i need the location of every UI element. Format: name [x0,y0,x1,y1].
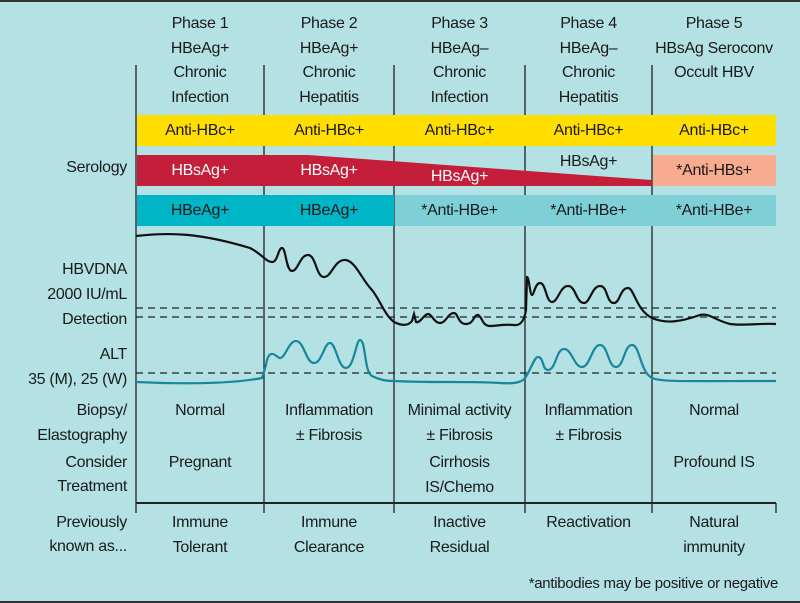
hbeag-label: HBeAg+ [170,202,230,219]
phase-1-previous-name: Immune Tolerant [136,511,264,560]
alt-curve [135,338,777,385]
phase-title: Phase 3 [431,15,488,32]
treatment-value: Pregnant [168,454,232,471]
anti-hbc-label: Anti-HBc+ [294,122,364,139]
phase-dividers [135,65,777,513]
alt-threshold-label: 35 (M), 25 (W) [28,371,127,388]
phase-title: Phase 1 [171,15,229,32]
treatment-label: Consider [65,454,127,471]
phase-3-previous-name: Inactive Residual [394,511,525,560]
previous-name: Reactivation [546,514,631,531]
previous-name: Natural [689,514,739,531]
phase-1-details: Normal Pregnant [136,399,264,476]
phase-title: Phase 5 [685,15,743,32]
hbsag-bar [137,155,652,186]
dna-threshold-label: 2000 IU/mL [47,286,127,303]
anti-hbe-label: *Anti-HBe+ [421,202,498,219]
treatment-value: Profound IS [673,454,755,471]
anti-hbe-bar [395,195,776,226]
phase-4-details: Inflammation ± Fibrosis [525,399,652,448]
hbeag-bar [137,195,394,226]
previous-name: immunity [683,538,745,556]
phase-subtitle: Occult HBV [674,64,754,81]
treatment-value: IS/Chemo [425,478,494,496]
previous-name: Clearance [293,538,365,556]
anti-hbc-label: Anti-HBc+ [165,122,235,139]
previous-name: Immune [172,514,228,531]
detection-label: Detection [62,311,127,328]
previous-name: Residual [429,538,490,556]
phase-subtitle: Hepatitis [558,88,619,106]
hbsag-label: HBsAg+ [430,168,489,185]
phase-subtitle: Chronic [173,64,227,81]
previously-label: known as... [49,538,127,555]
phase-2-details: Inflammation ± Fibrosis [264,399,394,448]
phase-subtitle: HBeAg– [559,39,618,57]
anti-hbc-label: Anti-HBc+ [424,122,495,139]
phase-4-previous-name: Reactivation [525,511,652,536]
serology-label: Serology [66,159,127,176]
anti-hbc-bar [137,115,776,146]
anti-hbe-label: *Anti-HBe+ [550,202,627,219]
biopsy-value: Normal [689,402,739,419]
previously-label: Previously [56,514,127,531]
phase-title: Phase 2 [300,15,358,32]
biopsy-value: ± Fibrosis [555,426,622,444]
hbsag-label: HBsAg+ [300,162,358,179]
biopsy-value [652,424,776,449]
phase-subtitle: Infection [171,88,229,106]
previous-name: Inactive [433,514,486,531]
anti-hbc-label: Anti-HBc+ [553,122,624,139]
anti-hbe-label: *Anti-HBe+ [675,202,753,219]
phase-subtitle: HBeAg+ [299,39,359,57]
biopsy-value: ± Fibrosis [426,426,493,444]
biopsy-value: Inflammation [285,402,373,419]
phase-4-header: Phase 4 HBeAg– Chronic Hepatitis [525,12,652,110]
biopsy-label: Elastography [37,427,127,444]
anti-hbs-label: *Anti-HBs+ [676,162,752,179]
hbvdna-label: HBVDNA [62,261,127,278]
phase-3-header: Phase 3 HBeAg– Chronic Infection [394,12,525,110]
previous-name: Tolerant [172,538,228,556]
phase-subtitle: Hepatitis [299,88,359,106]
phase-subtitle: HBsAg Seroconv [655,39,773,57]
phase-subtitle: Chronic [432,64,487,81]
phase-5-header: Phase 5 HBsAg Seroconv Occult HBV [652,12,776,86]
phase-5-previous-name: Natural immunity [652,511,776,560]
anti-hbs-bar [653,155,776,186]
phase-1-header: Phase 1 HBeAg+ Chronic Infection [136,12,264,110]
biopsy-value: ± Fibrosis [295,426,363,444]
phase-subtitle: HBeAg– [430,39,489,57]
treatment-value: Cirrhosis [429,454,490,471]
biopsy-label: Biopsy/ [76,402,128,419]
biopsy-value: Normal [175,402,225,419]
biopsy-value: Inflammation [544,402,633,419]
phase-2-header: Phase 2 HBeAg+ Chronic Hepatitis [264,12,394,110]
previous-name: Immune [301,514,357,531]
hbsag-label: HBsAg+ [559,153,618,170]
anti-hbc-label: Anti-HBc+ [679,122,749,139]
footnote: *antibodies may be positive or negative [528,575,779,592]
alt-label: ALT [99,346,128,363]
phase-3-details: Minimal activity ± Fibrosis Cirrhosis IS… [394,399,525,500]
hbeag-label: HBeAg+ [299,202,359,219]
hbv-dna-curve [135,232,777,328]
phase-subtitle: Chronic [561,64,616,81]
hbsag-label: HBsAg+ [171,162,229,179]
phase-5-details: Normal Profound IS [652,399,776,476]
phase-subtitle: Chronic [302,64,356,81]
biopsy-value: Minimal activity [407,402,512,419]
phase-2-previous-name: Immune Clearance [264,511,394,560]
phase-subtitle: HBeAg+ [170,39,230,57]
biopsy-value [136,424,264,449]
phase-title: Phase 4 [560,15,617,32]
treatment-label: Treatment [57,478,127,495]
phase-subtitle: Infection [430,88,489,106]
